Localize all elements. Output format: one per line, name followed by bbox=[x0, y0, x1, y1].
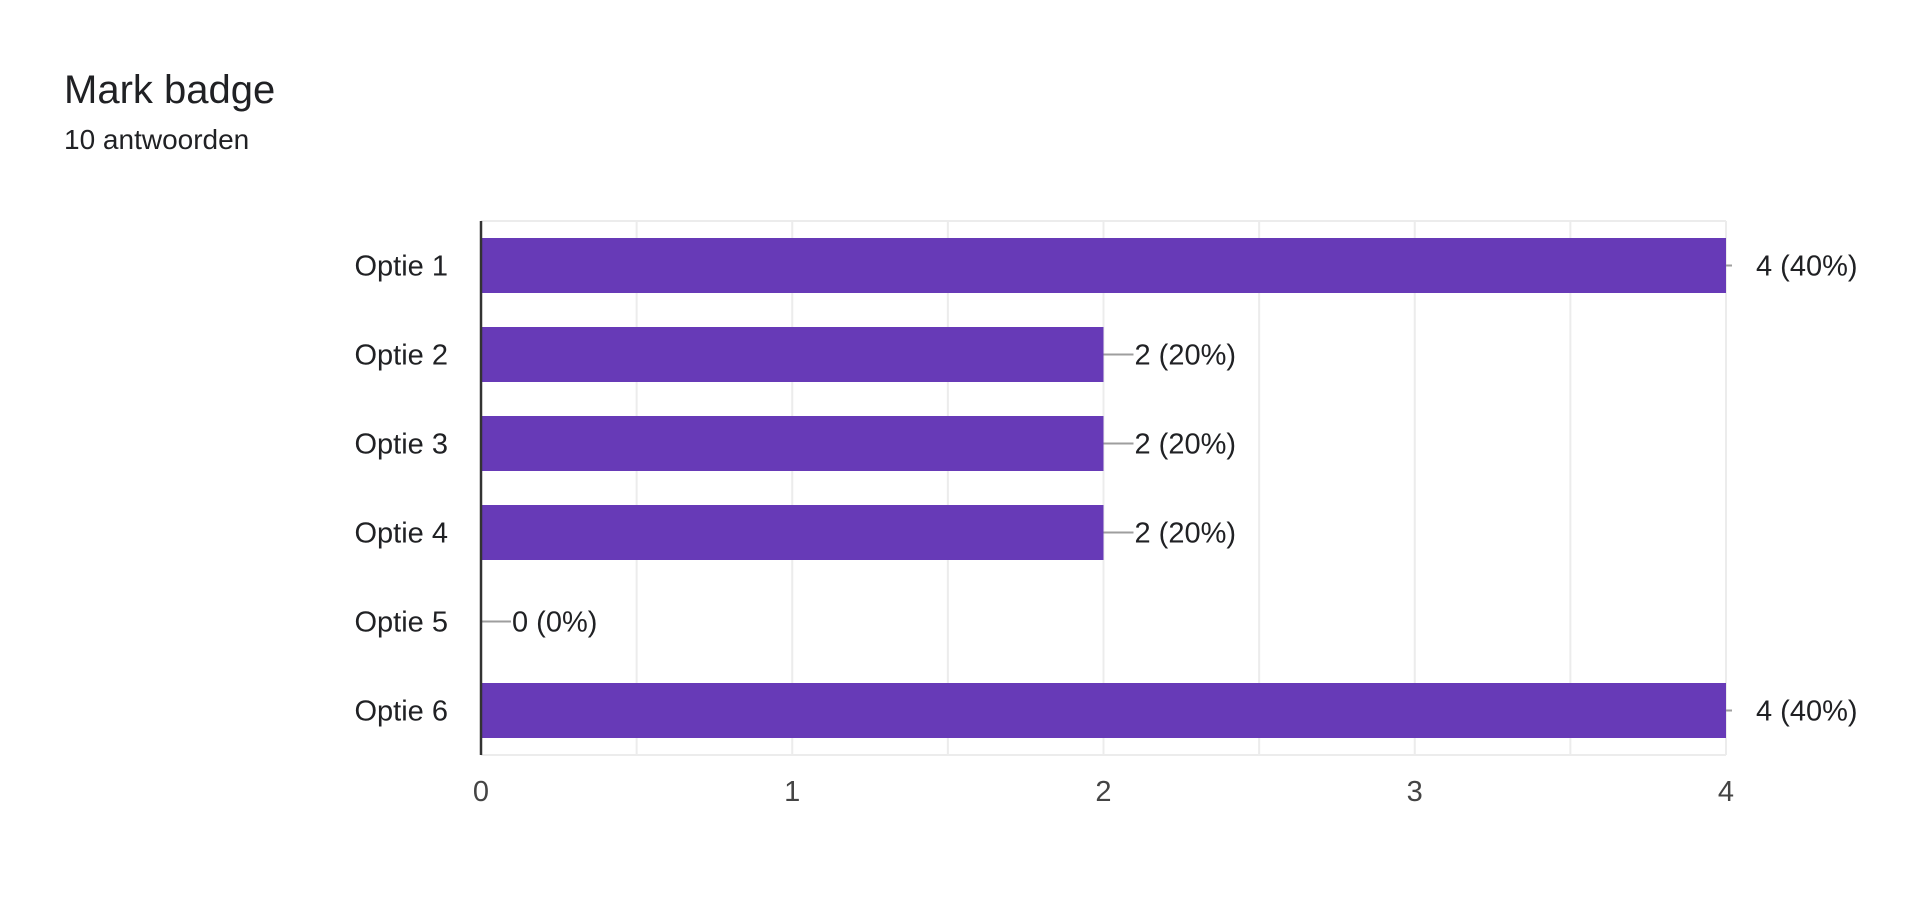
x-tick-label: 1 bbox=[784, 776, 800, 808]
category-label: Optie 1 bbox=[355, 251, 449, 283]
x-tick-label: 4 bbox=[1718, 776, 1734, 808]
bar bbox=[481, 327, 1104, 382]
bar bbox=[481, 238, 1726, 293]
data-label: 2 (20%) bbox=[1135, 429, 1237, 461]
x-tick-label: 3 bbox=[1407, 776, 1423, 808]
category-label: Optie 3 bbox=[355, 429, 449, 461]
data-label: 0 (0%) bbox=[512, 607, 597, 639]
bar bbox=[481, 505, 1104, 560]
grid-lines bbox=[481, 220, 1727, 756]
chart-title: Mark badge bbox=[64, 68, 276, 112]
chart-header: Mark badge 10 antwoorden bbox=[64, 62, 275, 160]
category-label: Optie 4 bbox=[355, 518, 449, 550]
response-count: 10 antwoorden bbox=[64, 124, 250, 155]
data-label: 4 (40%) bbox=[1756, 696, 1858, 728]
bar bbox=[481, 683, 1726, 738]
category-label: Optie 5 bbox=[355, 607, 449, 639]
data-label: 2 (20%) bbox=[1135, 518, 1237, 550]
category-label: Optie 6 bbox=[355, 696, 449, 728]
category-label: Optie 2 bbox=[355, 340, 449, 372]
labels: Optie 1 4 (40%) Optie 2 2 (20%) Optie 3 2 (20… bbox=[355, 221, 1858, 808]
bar bbox=[481, 416, 1104, 471]
x-tick-label: 2 bbox=[1095, 776, 1111, 808]
data-label: 2 (20%) bbox=[1135, 340, 1237, 372]
bars bbox=[481, 238, 1726, 738]
data-label: 4 (40%) bbox=[1756, 251, 1858, 283]
x-tick-label: 0 bbox=[473, 776, 489, 808]
